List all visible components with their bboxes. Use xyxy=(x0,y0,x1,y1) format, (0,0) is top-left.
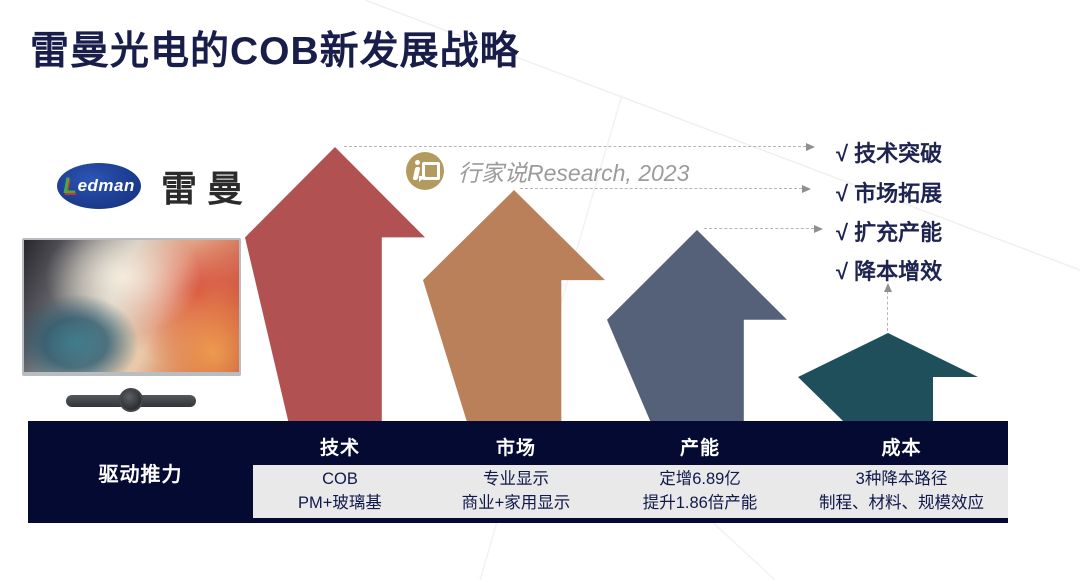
dashed-connector-tech xyxy=(344,143,815,151)
drivers-bar: 驱动推力 技术 市场 产能 成本 COB PM+玻璃基 专业显示 商业+家用显示… xyxy=(28,421,1008,523)
arrow-market xyxy=(423,190,605,421)
soundbar-image xyxy=(66,388,196,412)
value-cell-tech: COB PM+玻璃基 xyxy=(298,469,382,512)
watermark: 行家说Research, 2023 xyxy=(406,152,689,190)
outcome-item-cost-reduction: √ 降本增效 xyxy=(836,259,943,284)
page-title: 雷曼光电的COB新发展战略 xyxy=(30,30,520,73)
value-cell-market: 专业显示 商业+家用显示 xyxy=(461,469,571,512)
hangjiashuo-speech-bubble-icon xyxy=(406,152,444,190)
value-cell-cost: 3种降本路径 制程、材料、规模效应 xyxy=(819,469,984,512)
drivers-value-strip: COB PM+玻璃基 专业显示 商业+家用显示 定增6.89亿 提升1.86倍产… xyxy=(253,465,1008,518)
ledman-logo-letter: L xyxy=(63,173,77,198)
column-header-capacity: 产能 xyxy=(679,438,720,459)
dashed-connector-capacity xyxy=(704,225,823,233)
brand-name-cn: 雷曼 xyxy=(161,168,254,209)
tv-product-image xyxy=(22,238,241,376)
arrow-tech xyxy=(245,147,425,421)
dashed-connector-market xyxy=(520,185,811,193)
column-header-cost: 成本 xyxy=(881,438,922,459)
ledman-logo: L edman 雷曼 xyxy=(57,160,253,212)
soundbar-camera-knob xyxy=(119,388,143,412)
drivers-row-label: 驱动推力 xyxy=(98,463,183,486)
arrow-cost xyxy=(798,333,978,421)
column-header-tech: 技术 xyxy=(319,438,360,459)
value-cell-capacity: 定增6.89亿 提升1.86倍产能 xyxy=(642,469,758,512)
column-header-market: 市场 xyxy=(495,438,536,459)
watermark-text: 行家说Research, 2023 xyxy=(458,160,690,186)
tv-screen-wallpaper xyxy=(24,240,239,372)
ledman-logo-mark: L edman xyxy=(57,163,141,209)
arrow-capacity xyxy=(607,230,787,421)
outcome-item-capacity-expansion: √ 扩充产能 xyxy=(836,220,943,245)
outcome-item-tech-breakthrough: √ 技术突破 xyxy=(836,141,943,166)
outcome-item-market-expansion: √ 市场拓展 xyxy=(836,181,943,206)
drivers-header-row: 技术 市场 产能 成本 xyxy=(253,433,1008,460)
dashed-connector-cost xyxy=(883,283,892,331)
